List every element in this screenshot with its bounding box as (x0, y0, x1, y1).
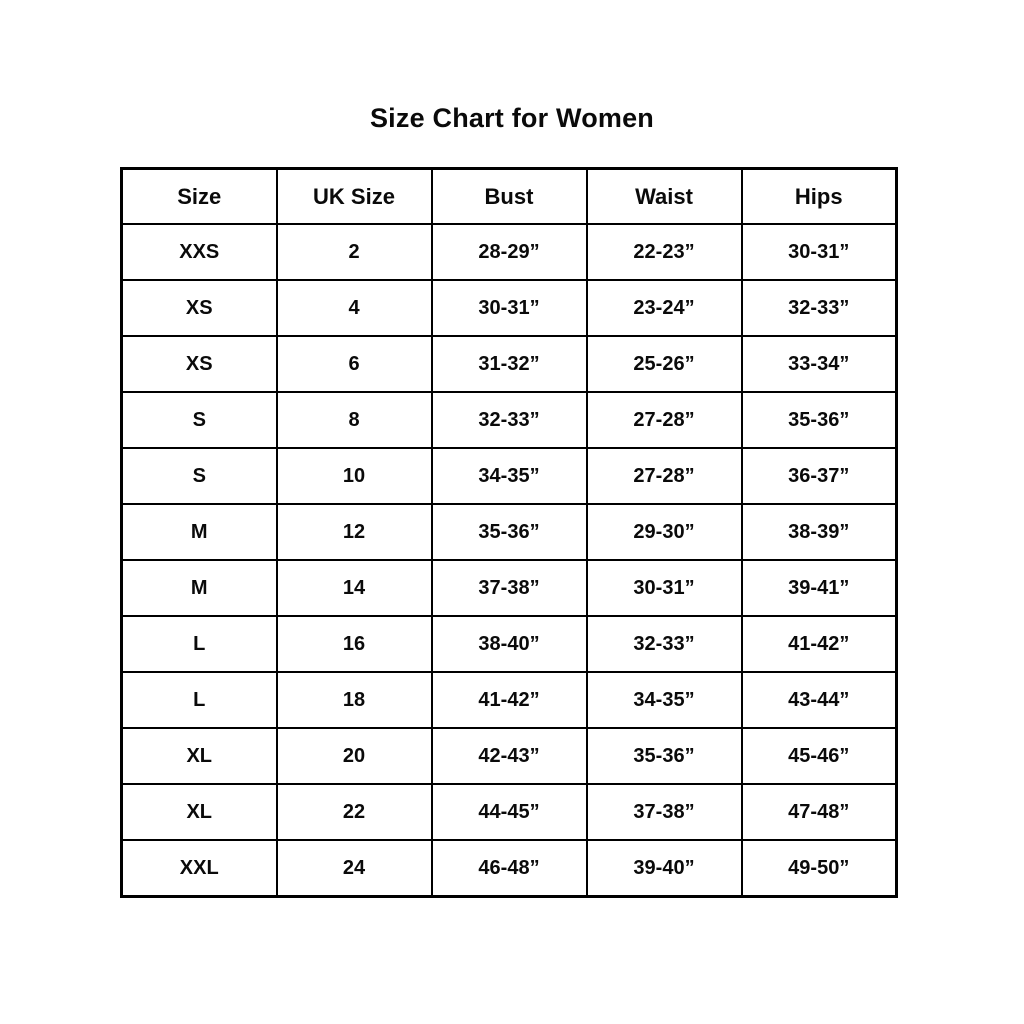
cell-hips: 38-39” (740, 503, 898, 561)
cell-bust: 37-38” (430, 559, 588, 617)
cell-uk-size: 18 (275, 671, 433, 729)
table-row: XS 4 30-31” 23-24” 32-33” (120, 279, 898, 337)
table-row: XXL 24 46-48” 39-40” 49-50” (120, 839, 898, 898)
cell-hips: 39-41” (740, 559, 898, 617)
table-body: XXS 2 28-29” 22-23” 30-31” XS 4 30-31” 2… (120, 223, 898, 898)
cell-hips: 41-42” (740, 615, 898, 673)
cell-waist: 27-28” (585, 447, 743, 505)
table-row: L 16 38-40” 32-33” 41-42” (120, 615, 898, 673)
table-row: M 12 35-36” 29-30” 38-39” (120, 503, 898, 561)
table-row: XXS 2 28-29” 22-23” 30-31” (120, 223, 898, 281)
cell-bust: 34-35” (430, 447, 588, 505)
cell-uk-size: 16 (275, 615, 433, 673)
header-cell-uk-size: UK Size (275, 167, 433, 225)
cell-hips: 33-34” (740, 335, 898, 393)
cell-uk-size: 20 (275, 727, 433, 785)
cell-waist: 39-40” (585, 839, 743, 898)
cell-size: M (120, 559, 278, 617)
cell-bust: 35-36” (430, 503, 588, 561)
cell-uk-size: 22 (275, 783, 433, 841)
cell-size: XL (120, 783, 278, 841)
header-cell-size: Size (120, 167, 278, 225)
cell-size: XXL (120, 839, 278, 898)
cell-bust: 46-48” (430, 839, 588, 898)
cell-waist: 30-31” (585, 559, 743, 617)
cell-bust: 41-42” (430, 671, 588, 729)
cell-waist: 34-35” (585, 671, 743, 729)
cell-bust: 42-43” (430, 727, 588, 785)
size-chart-table: Size UK Size Bust Waist Hips XXS 2 28-29… (120, 167, 898, 898)
table-row: L 18 41-42” 34-35” 43-44” (120, 671, 898, 729)
table-header: Size UK Size Bust Waist Hips (120, 167, 898, 225)
cell-bust: 31-32” (430, 335, 588, 393)
cell-waist: 22-23” (585, 223, 743, 281)
cell-size: M (120, 503, 278, 561)
cell-uk-size: 24 (275, 839, 433, 898)
header-row: Size UK Size Bust Waist Hips (120, 167, 898, 225)
cell-size: L (120, 671, 278, 729)
table-row: XL 22 44-45” 37-38” 47-48” (120, 783, 898, 841)
cell-uk-size: 4 (275, 279, 433, 337)
cell-uk-size: 2 (275, 223, 433, 281)
cell-bust: 44-45” (430, 783, 588, 841)
cell-uk-size: 8 (275, 391, 433, 449)
table-row: M 14 37-38” 30-31” 39-41” (120, 559, 898, 617)
cell-size: S (120, 447, 278, 505)
cell-hips: 32-33” (740, 279, 898, 337)
cell-size: XL (120, 727, 278, 785)
header-cell-bust: Bust (430, 167, 588, 225)
cell-size: XS (120, 279, 278, 337)
cell-size: XS (120, 335, 278, 393)
cell-waist: 32-33” (585, 615, 743, 673)
cell-bust: 32-33” (430, 391, 588, 449)
cell-hips: 47-48” (740, 783, 898, 841)
cell-uk-size: 14 (275, 559, 433, 617)
header-cell-waist: Waist (585, 167, 743, 225)
cell-waist: 29-30” (585, 503, 743, 561)
cell-hips: 43-44” (740, 671, 898, 729)
cell-hips: 30-31” (740, 223, 898, 281)
header-cell-hips: Hips (740, 167, 898, 225)
cell-waist: 27-28” (585, 391, 743, 449)
table-row: S 10 34-35” 27-28” 36-37” (120, 447, 898, 505)
table-row: XS 6 31-32” 25-26” 33-34” (120, 335, 898, 393)
cell-bust: 28-29” (430, 223, 588, 281)
cell-hips: 49-50” (740, 839, 898, 898)
cell-waist: 23-24” (585, 279, 743, 337)
cell-hips: 36-37” (740, 447, 898, 505)
cell-bust: 30-31” (430, 279, 588, 337)
table-row: XL 20 42-43” 35-36” 45-46” (120, 727, 898, 785)
cell-uk-size: 10 (275, 447, 433, 505)
table-row: S 8 32-33” 27-28” 35-36” (120, 391, 898, 449)
cell-hips: 45-46” (740, 727, 898, 785)
cell-bust: 38-40” (430, 615, 588, 673)
cell-size: L (120, 615, 278, 673)
cell-uk-size: 6 (275, 335, 433, 393)
cell-waist: 25-26” (585, 335, 743, 393)
cell-waist: 35-36” (585, 727, 743, 785)
cell-hips: 35-36” (740, 391, 898, 449)
cell-size: XXS (120, 223, 278, 281)
cell-uk-size: 12 (275, 503, 433, 561)
cell-waist: 37-38” (585, 783, 743, 841)
page-title: Size Chart for Women (369, 103, 655, 133)
cell-size: S (120, 391, 278, 449)
